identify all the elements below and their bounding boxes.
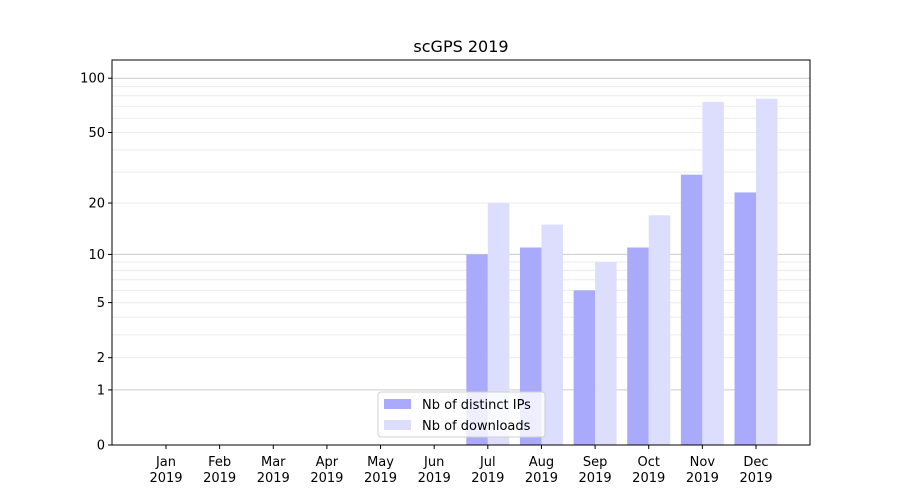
bar-distinct-ips — [680, 174, 703, 445]
legend-label: Nb of downloads — [422, 419, 531, 434]
bar-distinct-ips — [573, 290, 596, 445]
y-tick-label: 2 — [97, 351, 105, 366]
y-tick-label: 5 — [97, 296, 105, 311]
x-tick-label: Mar 2019 — [257, 455, 290, 486]
x-tick-label: May 2019 — [364, 455, 397, 486]
bar-downloads — [756, 98, 778, 445]
x-tick-label: Jun 2019 — [418, 455, 451, 486]
legend-label: Nb of distinct IPs — [422, 398, 531, 413]
x-tick-label: Jan 2019 — [149, 455, 182, 486]
bar-downloads — [595, 261, 617, 445]
bar-downloads — [648, 215, 671, 445]
bar-downloads — [541, 224, 563, 445]
x-tick-label: Dec 2019 — [739, 455, 772, 486]
x-tick-label: Nov 2019 — [686, 455, 719, 486]
plot-frame — [111, 59, 811, 446]
y-tick-label: 20 — [88, 197, 105, 212]
x-tick-label: Oct 2019 — [632, 455, 665, 486]
legend: Nb of distinct IPs Nb of downloads — [377, 391, 546, 438]
x-tick-label: Feb 2019 — [203, 455, 236, 486]
x-tick-label: Sep 2019 — [579, 455, 612, 486]
y-tick-label: 1 — [97, 383, 105, 398]
chart-title: scGPS 2019 — [413, 37, 508, 56]
x-tick-label: Aug 2019 — [525, 455, 558, 486]
y-tick-label: 50 — [88, 126, 105, 141]
y-tick-label: 100 — [80, 72, 105, 87]
legend-swatch — [384, 399, 411, 409]
bar-distinct-ips — [627, 247, 649, 445]
bar-downloads — [487, 203, 510, 445]
bar-distinct-ips — [734, 192, 756, 445]
legend-swatch — [384, 420, 411, 430]
bar-downloads — [702, 101, 724, 446]
x-tick-label: Apr 2019 — [310, 455, 343, 486]
y-tick-label: 10 — [88, 248, 105, 263]
x-tick-label: Jul 2019 — [471, 455, 504, 486]
y-tick-label: 0 — [97, 439, 105, 454]
legend-box — [377, 391, 546, 438]
